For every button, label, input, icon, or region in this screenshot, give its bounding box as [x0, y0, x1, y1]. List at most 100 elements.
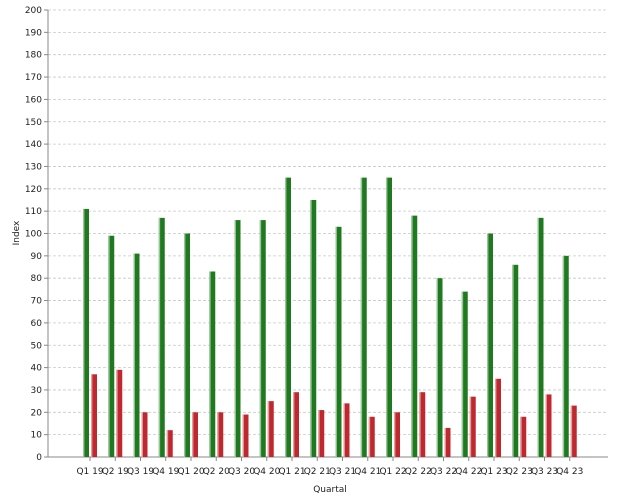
bar-series-1 — [386, 177, 392, 457]
bar-series-1 — [512, 264, 519, 457]
bar-highlight — [184, 233, 186, 457]
bar-highlight — [259, 220, 262, 457]
y-tick-label: 130 — [25, 162, 42, 172]
bar-highlight — [116, 369, 118, 457]
bar-series-2 — [267, 401, 274, 457]
x-tick-label: Q2 20 — [203, 467, 230, 477]
bar-series-1 — [537, 217, 544, 457]
y-tick-label: 80 — [31, 274, 43, 284]
bar-series-2 — [242, 414, 249, 457]
bar-series-2 — [318, 410, 325, 457]
bar-series-1 — [436, 278, 443, 457]
x-tick-label: Q1 20 — [177, 467, 204, 477]
y-tick-label: 110 — [25, 207, 42, 217]
bar-series-1 — [259, 220, 266, 457]
bar-highlight — [487, 233, 489, 457]
bar-highlight — [318, 410, 320, 457]
bar-series-2 — [495, 378, 501, 457]
x-tick-label: Q4 23 — [556, 467, 583, 477]
bar-series-2 — [293, 392, 299, 457]
bar-series-2 — [343, 403, 350, 457]
bar-series-2 — [166, 430, 173, 457]
x-tick-label: Q4 19 — [152, 467, 179, 477]
x-tick-label: Q3 22 — [430, 467, 457, 477]
bar-highlight — [461, 291, 464, 457]
y-axis-label: Index — [12, 220, 22, 245]
bar-highlight — [436, 278, 438, 457]
bar-highlight — [285, 177, 287, 457]
grid-lines — [48, 9, 608, 436]
bar-series-2 — [91, 374, 97, 457]
bar-highlight — [192, 412, 194, 457]
bar-series-1 — [360, 177, 367, 457]
y-tick-label: 40 — [31, 364, 43, 374]
y-tick-label: 30 — [31, 386, 43, 396]
bar-highlight — [343, 403, 345, 457]
bar-series-1 — [83, 208, 89, 457]
bar-highlight — [495, 378, 497, 457]
bar-highlight — [108, 235, 110, 457]
bar-series-2 — [217, 412, 224, 457]
bar-highlight — [469, 396, 472, 457]
y-tick-label: 150 — [25, 118, 42, 128]
bar-highlight — [91, 374, 93, 457]
x-tick-label: Q1 22 — [379, 467, 406, 477]
y-tick-label: 170 — [25, 73, 42, 83]
x-tick-label: Q2 23 — [506, 467, 533, 477]
bar-highlight — [166, 430, 169, 457]
x-tick-label: Q2 19 — [102, 467, 129, 477]
bar-highlight — [512, 264, 514, 457]
x-tick-label: Q1 21 — [278, 467, 305, 477]
bars — [83, 177, 577, 457]
bar-series-1 — [310, 199, 317, 457]
bar-series-2 — [394, 412, 400, 457]
bar-highlight — [209, 271, 211, 457]
y-tick-label: 180 — [25, 51, 42, 61]
bar-highlight — [293, 392, 295, 457]
x-axis-label: Quartal — [313, 485, 347, 495]
bar-series-2 — [570, 405, 577, 457]
x-tick-label: Q4 20 — [253, 467, 280, 477]
bar-highlight — [545, 394, 547, 457]
bar-highlight — [234, 220, 236, 457]
bar-series-1 — [133, 253, 140, 457]
bar-highlight — [83, 208, 85, 457]
y-tick-label: 60 — [31, 319, 43, 329]
bar-highlight — [537, 217, 539, 457]
bar-series-2 — [368, 416, 375, 457]
bar-series-1 — [562, 255, 569, 457]
bar-highlight — [386, 177, 388, 457]
bar-series-1 — [158, 217, 165, 457]
bar-series-2 — [545, 394, 552, 457]
bar-highlight — [562, 255, 565, 457]
bar-series-1 — [285, 177, 291, 457]
bar-series-1 — [487, 233, 493, 457]
bar-highlight — [267, 401, 270, 457]
bar-series-2 — [116, 369, 123, 457]
bar-series-1 — [411, 215, 418, 457]
bar-series-1 — [234, 220, 241, 457]
bar-series-2 — [444, 427, 451, 457]
y-tick-label: 10 — [31, 431, 43, 441]
bar-series-2 — [469, 396, 476, 457]
y-tick-label: 70 — [31, 297, 43, 307]
y-tick-label: 200 — [25, 6, 42, 16]
bar-series-2 — [192, 412, 198, 457]
bar-highlight — [570, 405, 573, 457]
y-tick-labels: 0 10 20 30 40 50 60 70 80 90 100 110 120 130 140 150 160… — [25, 6, 48, 463]
bar-highlight — [360, 177, 363, 457]
x-tick-label: Q3 21 — [329, 467, 356, 477]
bar-highlight — [335, 226, 337, 457]
bar-highlight — [444, 427, 446, 457]
bar-highlight — [141, 412, 143, 457]
x-tick-label: Q3 20 — [228, 467, 255, 477]
bar-highlight — [217, 412, 219, 457]
bar-series-2 — [520, 416, 527, 457]
bar-highlight — [419, 392, 421, 457]
bar-series-2 — [141, 412, 148, 457]
x-tick-label: Q4 22 — [455, 467, 482, 477]
bar-highlight — [310, 199, 312, 457]
y-tick-label: 50 — [31, 341, 43, 351]
bar-highlight — [133, 253, 135, 457]
